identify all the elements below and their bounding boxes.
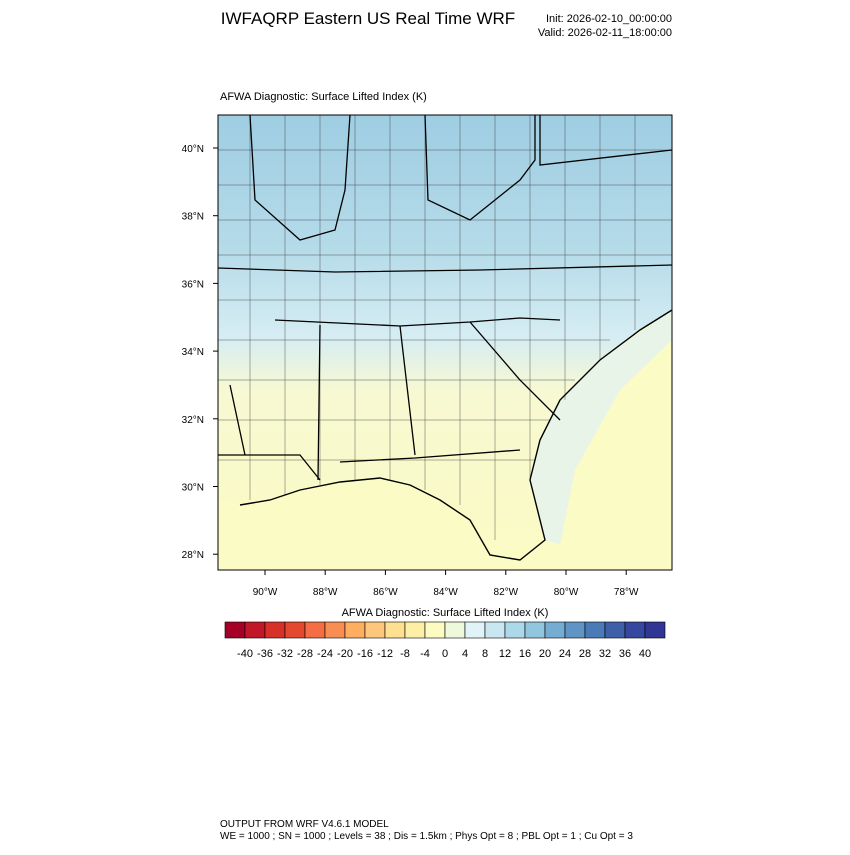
lat-label: 28°N — [182, 550, 204, 561]
colorbar-box — [424, 621, 446, 639]
colorbar: -40 -36 -32 -28 -24 -20 -16 -12 -8 -4 0 4 8 12 16 20 24 2… — [224, 621, 666, 660]
colorbar-box — [504, 621, 526, 639]
colorbar-tick-label: 40 — [639, 648, 651, 660]
lon-label: 86°W — [373, 587, 398, 598]
lon-label: 82°W — [494, 587, 519, 598]
colorbar-box — [564, 621, 586, 639]
colorbar-tick-label: 8 — [482, 648, 488, 660]
lon-label: 80°W — [554, 587, 579, 598]
colorbar-tick-label: -4 — [420, 648, 430, 660]
lat-label: 34°N — [182, 347, 204, 358]
colorbar-tick-label: -28 — [297, 648, 313, 660]
colorbar-box — [584, 621, 606, 639]
colorbar-tick-label: -40 — [237, 648, 253, 660]
colorbar-tick-label: 28 — [579, 648, 591, 660]
valid-time: Valid: 2026-02-11_18:00:00 — [538, 27, 672, 39]
colorbar-box — [484, 621, 506, 639]
colorbar-box — [384, 621, 406, 639]
colorbar-tick-label: 12 — [499, 648, 511, 660]
colorbar-box — [444, 621, 466, 639]
title: IWFAQRP Eastern US Real Time WRF — [221, 9, 515, 28]
colorbar-box — [224, 621, 246, 639]
state-lines — [218, 115, 672, 481]
colorbar-tick-label: -20 — [337, 648, 353, 660]
colorbar-box — [544, 621, 566, 639]
colorbar-box — [284, 621, 306, 639]
lat-label: 40°N — [182, 144, 204, 155]
colorbar-tick-label: -32 — [277, 648, 293, 660]
colorbar-box — [364, 621, 386, 639]
lon-label: 90°W — [253, 587, 278, 598]
coastline — [239, 309, 672, 561]
lon-label: 84°W — [433, 587, 458, 598]
lat-label: 32°N — [182, 415, 204, 426]
land — [218, 115, 672, 560]
colorbar-box — [324, 621, 346, 639]
colorbar-tick-label: -24 — [317, 648, 333, 660]
colorbar-tick-label: -12 — [377, 648, 393, 660]
coastal-water — [530, 310, 672, 545]
colorbar-tick-label: 24 — [559, 648, 571, 660]
lon-label: 88°W — [313, 587, 338, 598]
colorbar-box — [464, 621, 486, 639]
colorbar-tick-label: -16 — [357, 648, 373, 660]
colorbar-tick-label: -36 — [257, 648, 273, 660]
colorbar-tick-label: 4 — [462, 648, 468, 660]
colorbar-tick-label: 16 — [519, 648, 531, 660]
colorbar-box — [344, 621, 366, 639]
lon-label: 78°W — [614, 587, 639, 598]
colorbar-tick-label: 20 — [539, 648, 551, 660]
map-title: AFWA Diagnostic: Surface Lifted Index (K… — [220, 91, 427, 103]
county-lines — [218, 115, 672, 540]
colorbar-box — [624, 621, 646, 639]
lon-labels: 90°W 88°W 86°W 84°W 82°W 80°W 78°W — [253, 570, 639, 598]
colorbar-tick-label: -8 — [400, 648, 410, 660]
colorbar-tick-label: 32 — [599, 648, 611, 660]
footer-line: OUTPUT FROM WRF V4.6.1 MODEL — [220, 819, 389, 830]
colorbar-box — [304, 621, 326, 639]
colorbar-box — [404, 621, 426, 639]
lat-label: 30°N — [182, 483, 204, 494]
colorbar-tick-label: 36 — [619, 648, 631, 660]
colorbar-box — [244, 621, 266, 639]
map — [218, 115, 672, 570]
lat-labels: 40°N 38°N 36°N 34°N 32°N 30°N 28°N — [182, 144, 218, 561]
init-time: Init: 2026-02-10_00:00:00 — [546, 13, 672, 25]
footer-line: WE = 1000 ; SN = 1000 ; Levels = 38 ; Di… — [220, 831, 633, 842]
lat-label: 38°N — [182, 212, 204, 223]
map-frame — [217, 114, 673, 571]
colorbar-box — [524, 621, 546, 639]
colorbar-title: AFWA Diagnostic: Surface Lifted Index (K… — [342, 607, 549, 619]
lat-label: 36°N — [182, 279, 204, 290]
colorbar-box — [644, 621, 666, 639]
colorbar-box — [604, 621, 626, 639]
colorbar-box — [264, 621, 286, 639]
colorbar-tick-label: 0 — [442, 648, 448, 660]
